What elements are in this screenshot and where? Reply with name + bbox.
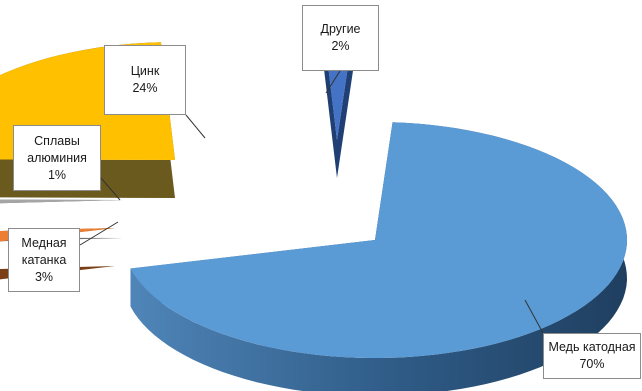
label-copper-rod-value: 3% [34,269,54,284]
label-other-value: 2% [331,39,350,53]
leader-copper-rod [79,221,119,246]
leader-copper-cathode [524,299,544,334]
label-copper-cathode-value: 70% [579,357,605,371]
label-copper-rod: Медная катанка 3% [8,228,80,292]
slice-copper-cathode [130,122,628,359]
leader-aluminium-alloys [100,177,121,201]
label-other-name: Другие [320,22,361,36]
label-aluminium-alloys-value: 1% [47,167,67,182]
label-zinc-value: 24% [132,81,158,95]
label-other: Другие 2% [302,5,379,71]
label-zinc-name: Цинк [130,64,160,78]
label-copper-cathode: Медь катодная 70% [543,333,641,379]
label-copper-rod-name-1: Медная катанка [21,235,67,267]
leader-zinc [185,114,206,139]
label-aluminium-alloys: Сплавы алюминия 1% [13,125,101,191]
slice-other-wall [322,22,355,178]
leader-other [325,70,341,94]
label-aluminium-alloys-name: Сплавы алюминия [27,133,87,165]
label-zinc: Цинк 24% [104,45,186,115]
slice-aluminium-alloys [0,199,123,204]
label-copper-cathode-name: Медь катодная [548,340,636,354]
